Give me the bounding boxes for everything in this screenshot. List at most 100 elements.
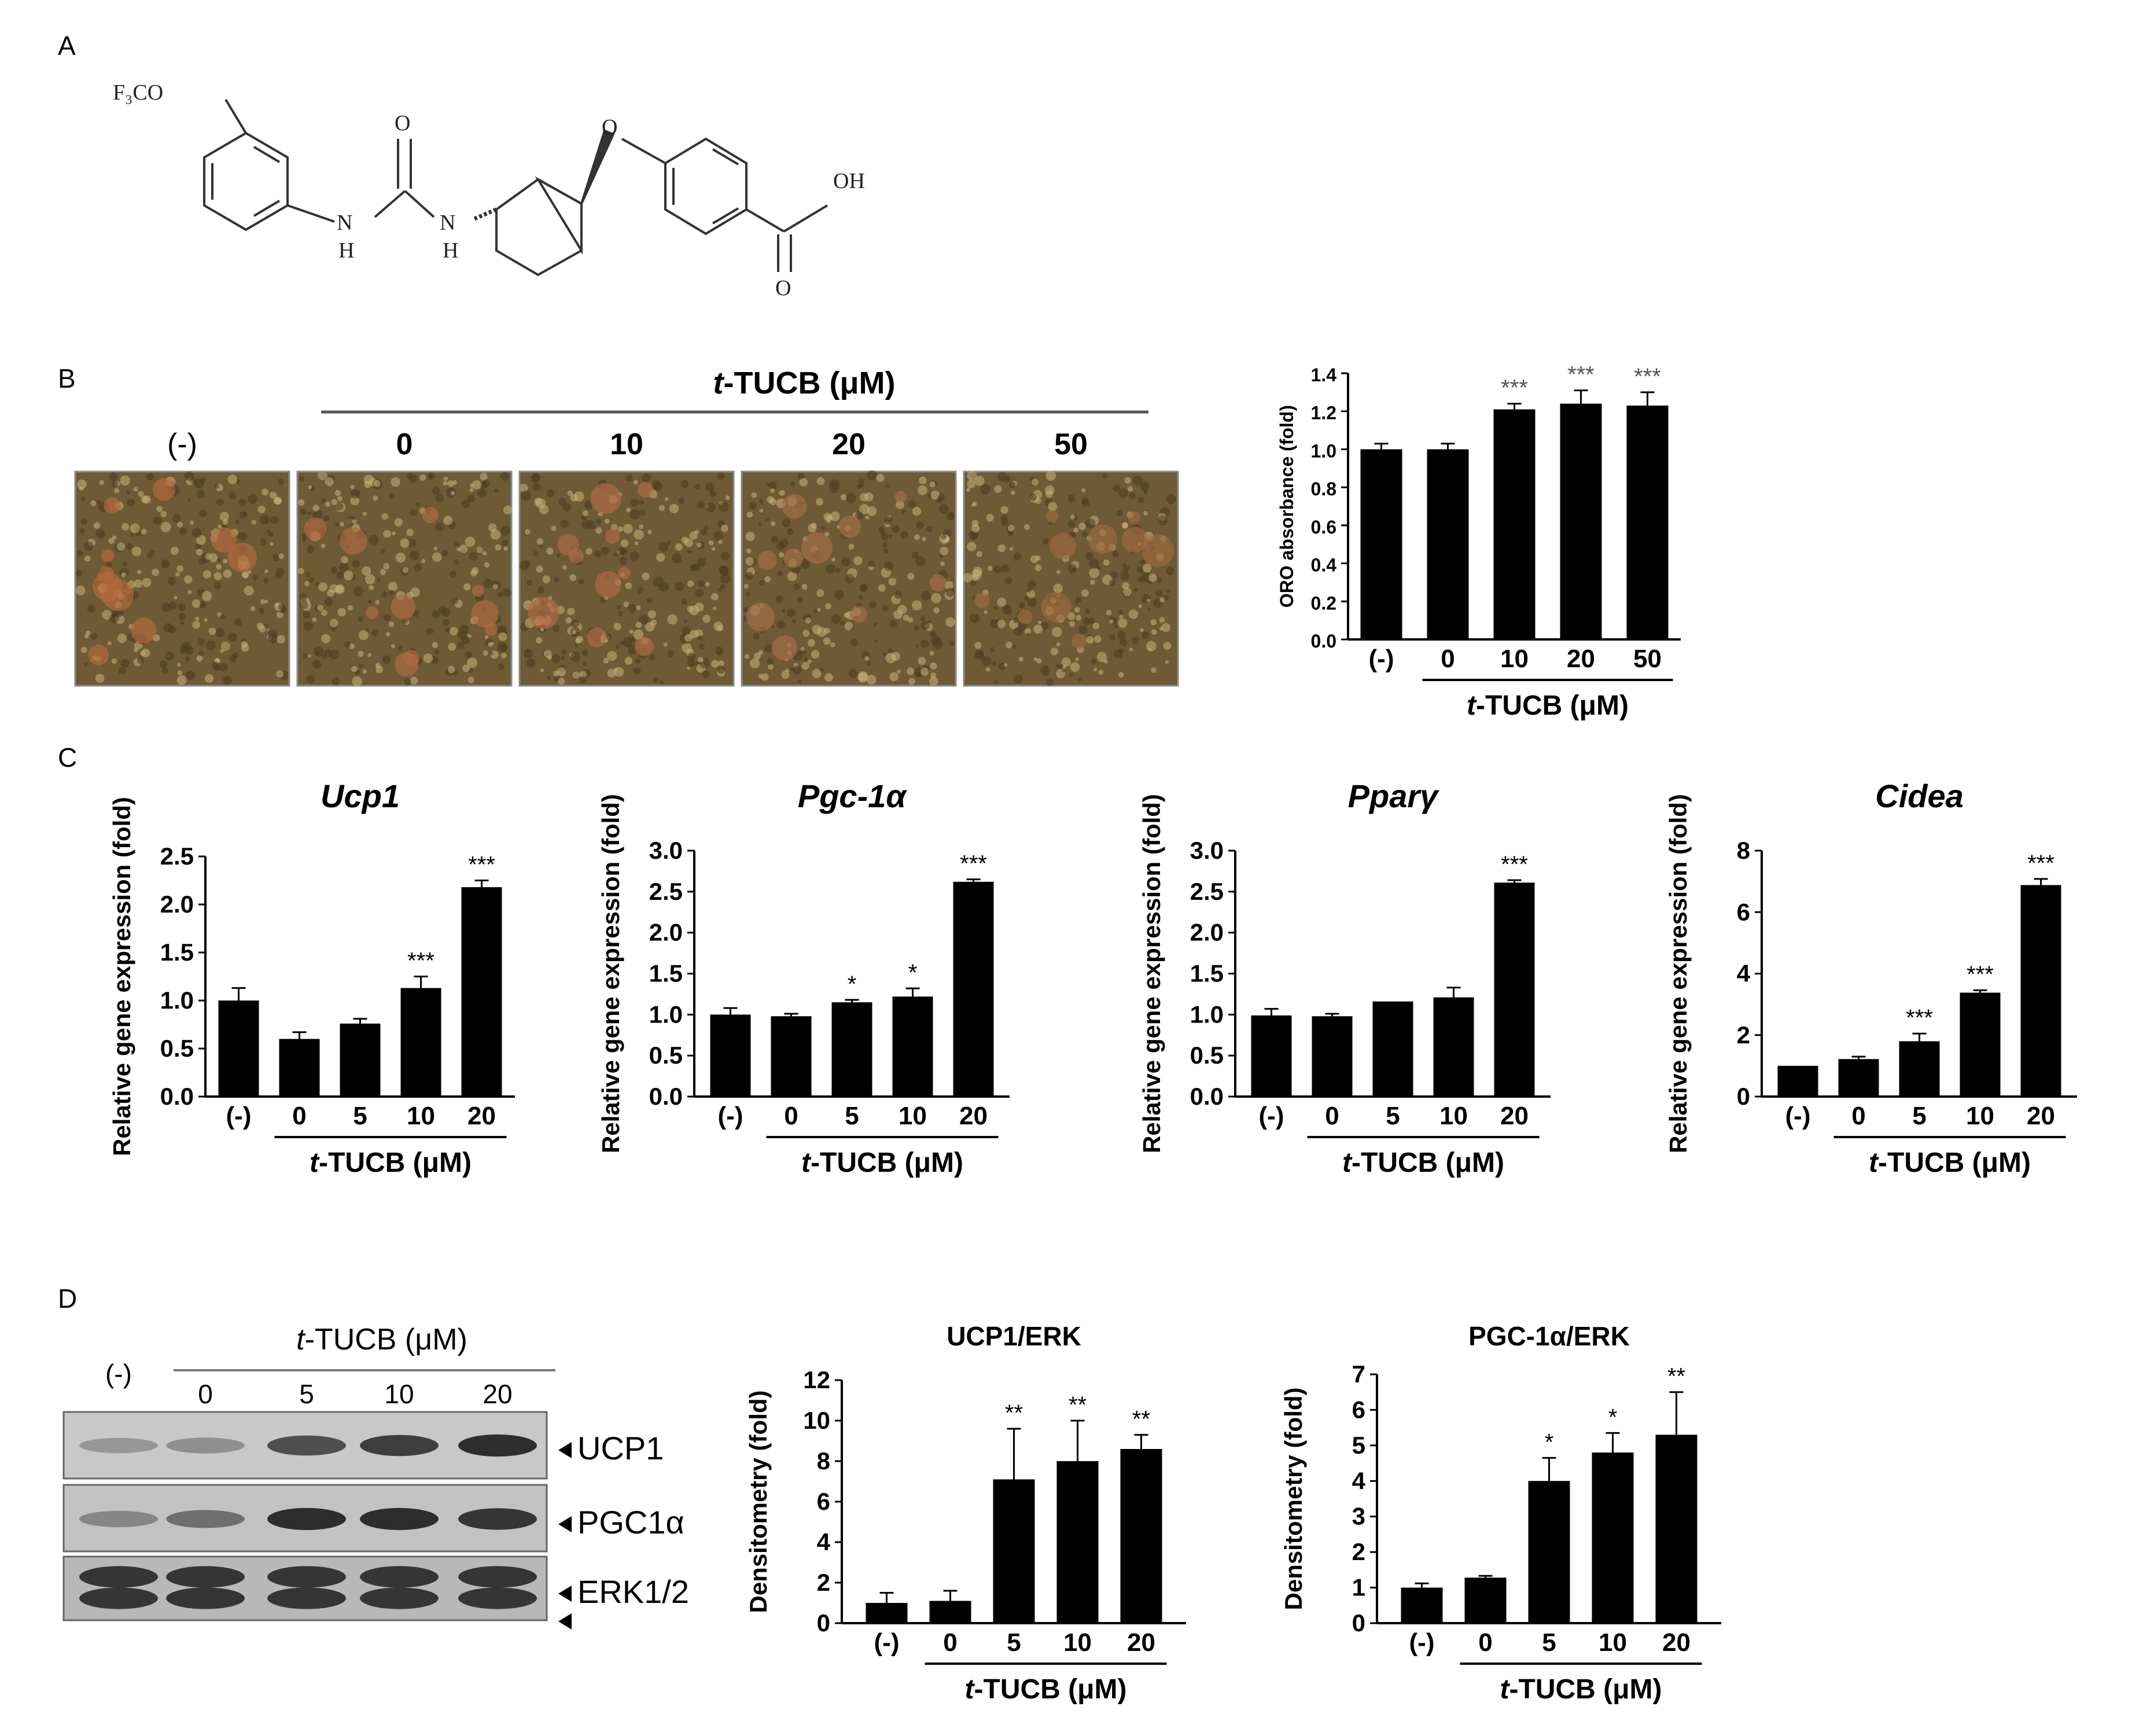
lipid-droplet: [838, 515, 861, 538]
lipid-droplet: [211, 527, 237, 553]
y-axis-label: Relative gene expression (fold): [1138, 794, 1165, 1153]
blot-lane-label: (-): [105, 1359, 132, 1389]
cell-texture: [134, 579, 143, 589]
cell-texture: [720, 551, 730, 561]
cell-texture: [364, 574, 375, 584]
cell-texture: [526, 658, 536, 668]
cell-texture: [1033, 624, 1043, 634]
cell-texture: [626, 507, 631, 513]
cell-texture: [927, 619, 931, 623]
cell-texture: [1014, 552, 1022, 561]
cell-texture: [482, 551, 487, 556]
cell-texture: [812, 624, 822, 635]
cell-texture: [519, 483, 528, 492]
blot-band: [79, 1566, 158, 1588]
cell-texture: [897, 605, 907, 615]
x-tick-label: 5: [1912, 1102, 1926, 1130]
bar-chart: 0.0 0.5 1.0 1.5 2.0 2.5 3.0 Relative gene expre…: [1138, 778, 1551, 1178]
cell-texture: [820, 525, 826, 530]
x-tick-label: (-): [718, 1102, 743, 1130]
blot-band: [458, 1587, 537, 1609]
lipid-droplet: [394, 652, 419, 676]
cell-texture: [717, 665, 726, 674]
cell-texture: [634, 529, 644, 540]
bar: [1120, 1449, 1162, 1623]
cell-texture: [172, 514, 181, 523]
bar: [710, 1014, 751, 1097]
chart-title: PGC-1α/ERK: [1468, 1321, 1630, 1351]
cell-texture: [77, 479, 87, 490]
cell-texture: [829, 479, 840, 490]
structure-labels: F₃CO O N H N H O OH O: [113, 80, 865, 300]
cell-texture: [883, 561, 894, 571]
cell-texture: [335, 502, 344, 511]
cell-texture: [1026, 587, 1032, 593]
cell-texture: [449, 627, 458, 635]
cell-texture: [876, 473, 885, 483]
cell-texture: [896, 500, 904, 509]
cell-texture: [256, 622, 264, 630]
cell-texture: [888, 534, 893, 539]
cell-texture: [889, 620, 897, 628]
cell-texture: [1142, 564, 1152, 573]
cell-texture: [966, 487, 971, 492]
cell-texture: [160, 510, 167, 517]
chart-title: Cidea: [1875, 778, 1964, 814]
cell-texture: [1077, 678, 1082, 682]
lipid-droplet: [227, 543, 257, 572]
cell-texture: [1143, 510, 1148, 516]
cell-texture: [701, 529, 707, 535]
western-blot: t-TUCB (μM) (-) 0 5 10 20 UCP1 PGC1α ERK1/2: [62, 1323, 689, 1630]
significance-marker: ***: [1501, 376, 1528, 401]
y-tick-label: 0.0: [1190, 1083, 1224, 1110]
x-tick-label: 10: [1966, 1102, 1994, 1130]
cell-texture: [1155, 589, 1163, 597]
cell-texture: [771, 521, 776, 527]
cell-texture: [434, 649, 440, 655]
blot-band: [360, 1507, 439, 1531]
lipid-droplet: [528, 597, 559, 629]
cell-texture: [629, 629, 634, 634]
micrograph-header: t-TUCB (μM): [713, 366, 896, 400]
cell-texture: [1075, 596, 1082, 603]
cell-texture: [270, 516, 278, 524]
cell-texture: [758, 674, 763, 679]
cell-texture: [907, 667, 915, 675]
bond: [374, 190, 406, 218]
cyclohexane-ring: [495, 178, 583, 277]
cell-texture: [627, 604, 637, 613]
cell-texture: [787, 608, 796, 617]
cell-texture: [826, 515, 833, 522]
cell-texture: [940, 561, 945, 567]
cell-texture: [400, 538, 410, 548]
cell-texture: [1123, 587, 1132, 597]
cell-texture: [614, 668, 618, 672]
x-tick-label: 0: [1325, 1102, 1339, 1130]
cell-texture: [581, 649, 588, 656]
cell-texture: [761, 673, 769, 681]
significance-marker: ***: [1906, 1005, 1933, 1031]
lipid-droplet: [617, 567, 631, 580]
x-tick-label: 0: [943, 1628, 957, 1657]
cell-texture: [526, 649, 531, 654]
cell-texture: [792, 665, 802, 675]
cell-texture: [160, 521, 171, 532]
cell-texture: [179, 527, 187, 536]
x-tick-label: 0: [784, 1102, 798, 1130]
cell-texture: [146, 473, 154, 481]
cell-texture: [647, 610, 657, 619]
cell-texture: [1031, 478, 1039, 486]
cell-texture: [749, 658, 760, 669]
cell-texture: [695, 589, 704, 598]
bar: [340, 1023, 381, 1097]
y-tick-label: 2: [1737, 1021, 1750, 1049]
cell-texture: [177, 670, 182, 675]
cell-texture: [997, 597, 1007, 607]
cell-texture: [926, 525, 933, 532]
cell-texture: [613, 623, 621, 631]
cell-texture: [272, 554, 280, 561]
cell-texture: [1128, 486, 1133, 492]
panel-label-a: A: [58, 31, 76, 61]
cell-texture: [299, 600, 308, 609]
blot-band: [166, 1587, 245, 1609]
